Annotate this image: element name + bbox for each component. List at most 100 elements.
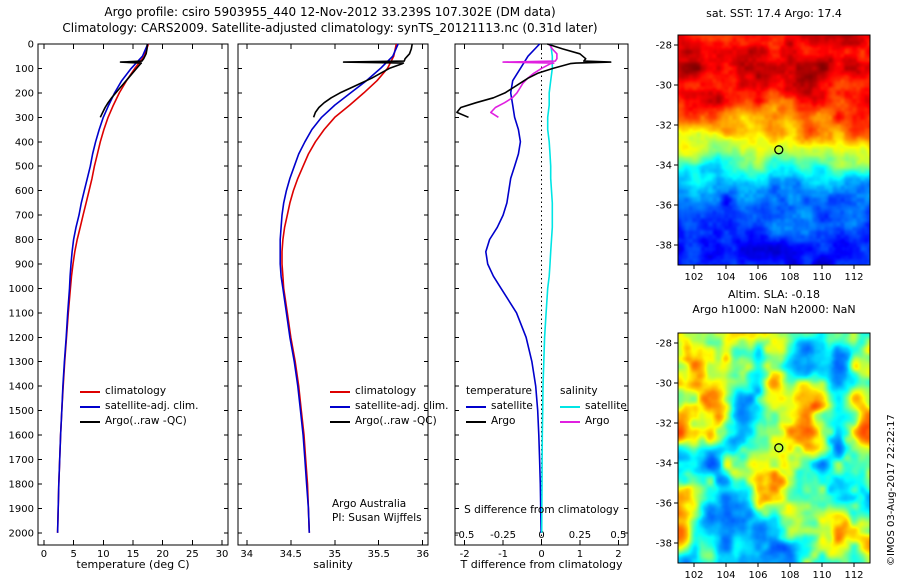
svg-text:106: 106	[748, 570, 767, 580]
legend-entry: climatology	[330, 384, 448, 399]
svg-text:1000: 1000	[9, 284, 34, 295]
satellite-clim-line-swatch	[80, 405, 100, 408]
temperature-profile-series-argo---raw--qc-	[99, 43, 149, 118]
svg-text:-28: -28	[656, 41, 672, 52]
svg-text:1100: 1100	[9, 308, 34, 319]
sst-map-title: sat. SST: 17.4 Argo: 17.4	[706, 7, 842, 20]
legend-label: Argo(..raw -QC)	[355, 415, 437, 427]
legend-entry: Argo(..raw -QC)	[330, 414, 448, 429]
difference-temperature-legend: temperature satellite Argo	[466, 384, 533, 429]
svg-text:-28: -28	[656, 339, 672, 350]
svg-text:108: 108	[780, 272, 799, 283]
legend-label: satellite	[491, 400, 533, 412]
svg-text:1400: 1400	[9, 382, 34, 393]
svg-text:900: 900	[15, 259, 34, 270]
satellite-s-diff-swatch	[560, 405, 580, 408]
svg-text:-36: -36	[656, 201, 672, 212]
argo-s-diff-swatch	[560, 420, 580, 423]
difference-profile-series-temperature-satellite	[484, 43, 542, 533]
legend-entry: climatology	[80, 384, 198, 399]
svg-text:-32: -32	[656, 419, 672, 430]
svg-text:110: 110	[812, 570, 831, 580]
svg-text:1300: 1300	[9, 357, 34, 368]
legend-entry: satellite	[560, 399, 627, 414]
svg-text:-34: -34	[656, 161, 672, 172]
salinity-axis-label: salinity	[313, 558, 353, 571]
svg-text:106: 106	[748, 272, 767, 283]
svg-text:800: 800	[15, 235, 34, 246]
svg-text:-0.25: -0.25	[490, 530, 516, 541]
legend-header-salinity: salinity	[560, 385, 598, 397]
legend-label: Argo(..raw -QC)	[105, 415, 187, 427]
salinity-profile-series-satellite-adj--clim-	[279, 43, 399, 533]
satellite-clim-line-swatch	[330, 405, 350, 408]
argo-t-diff-swatch	[466, 420, 486, 423]
climatology-line-swatch	[330, 390, 350, 393]
sla-map-image	[678, 333, 870, 563]
svg-text:-38: -38	[656, 539, 672, 550]
svg-text:1800: 1800	[9, 479, 34, 490]
legend-entry: satellite-adj. clim.	[80, 399, 198, 414]
svg-text:-30: -30	[656, 379, 672, 390]
temperature-legend: climatology satellite-adj. clim. Argo(..…	[80, 384, 198, 429]
figure-title-line2: Climatology: CARS2009. Satellite-adjuste…	[62, 21, 598, 35]
legend-label: climatology	[105, 385, 167, 397]
svg-text:-34: -34	[656, 459, 672, 470]
svg-text:100: 100	[15, 64, 34, 75]
temperature-profile-series-climatology	[56, 43, 150, 533]
difference-profile-series-temperature-argo	[456, 43, 612, 119]
pi-annotation: Argo Australia PI: Susan Wijffels	[332, 497, 422, 525]
salinity-profile-series-climatology	[281, 43, 398, 533]
svg-text:600: 600	[15, 186, 34, 197]
argo-line-swatch	[80, 420, 100, 423]
svg-text:700: 700	[15, 211, 34, 222]
legend-label: Argo	[491, 415, 516, 427]
svg-text:1200: 1200	[9, 333, 34, 344]
salinity-legend: climatology satellite-adj. clim. Argo(..…	[330, 384, 448, 429]
svg-text:1700: 1700	[9, 455, 34, 466]
svg-text:1900: 1900	[9, 504, 34, 515]
svg-text:108: 108	[780, 570, 799, 580]
legend-label: satellite	[585, 400, 627, 412]
svg-text:-32: -32	[656, 121, 672, 132]
argo-line-swatch	[330, 420, 350, 423]
difference-salinity-legend: salinity satellite Argo	[560, 384, 627, 429]
svg-text:2000: 2000	[9, 528, 34, 539]
sla-map-subtitle: Argo h1000: NaN h2000: NaN	[692, 303, 856, 316]
figure-title-line1: Argo profile: csiro 5903955_440 12-Nov-2…	[104, 5, 556, 19]
legend-label: satellite-adj. clim.	[355, 400, 449, 412]
satellite-t-diff-swatch	[466, 405, 486, 408]
annotation-line1: Argo Australia	[332, 498, 407, 510]
t-difference-axis-label: T difference from climatology	[460, 558, 623, 571]
svg-text:400: 400	[15, 137, 34, 148]
temperature-axis-label: temperature (deg C)	[76, 558, 190, 571]
svg-text:500: 500	[15, 162, 34, 173]
annotation-line2: PI: Susan Wijffels	[332, 512, 422, 524]
svg-text:102: 102	[684, 570, 703, 580]
svg-text:-0.5: -0.5	[455, 530, 475, 541]
svg-text:-36: -36	[656, 499, 672, 510]
svg-text:112: 112	[844, 272, 863, 283]
sla-map-title: Altim. SLA: -0.18	[727, 288, 821, 301]
svg-text:102: 102	[684, 272, 703, 283]
legend-label: Argo	[585, 415, 610, 427]
svg-text:104: 104	[716, 272, 735, 283]
salinity-profile-series-argo---raw--qc-	[312, 43, 413, 118]
svg-text:1500: 1500	[9, 406, 34, 417]
svg-text:110: 110	[812, 272, 831, 283]
svg-text:112: 112	[844, 570, 863, 580]
svg-text:0: 0	[28, 40, 34, 51]
svg-text:0: 0	[538, 530, 544, 541]
s-difference-axis-label: S difference from climatology	[464, 504, 619, 516]
legend-entry: satellite-adj. clim.	[330, 399, 448, 414]
difference-profile-series-salinity-satellite	[540, 43, 554, 533]
legend-header-temperature: temperature	[466, 385, 532, 397]
legend-label: satellite-adj. clim.	[105, 400, 199, 412]
climatology-line-swatch	[80, 390, 100, 393]
svg-text:0.5: 0.5	[610, 530, 626, 541]
svg-text:104: 104	[716, 570, 735, 580]
temperature-profile-panel: 0 5 10 15 20 25 300100200300400500600700800900…	[9, 40, 229, 560]
difference-profile-series-salinity-argo	[489, 43, 558, 118]
